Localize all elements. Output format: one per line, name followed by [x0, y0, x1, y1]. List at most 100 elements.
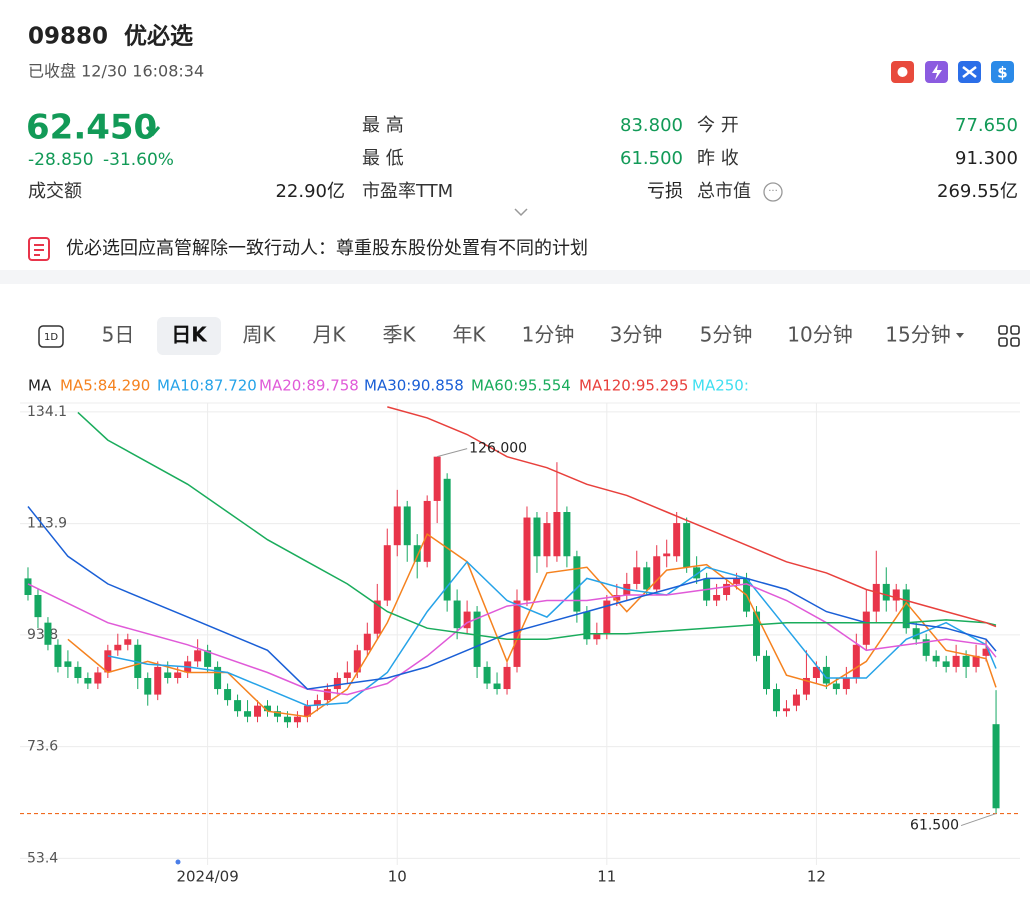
annotation-leader [960, 813, 997, 827]
candle-body [273, 711, 281, 717]
stat-value: 61.500 [620, 148, 683, 169]
candle-body [503, 666, 511, 690]
event-dot[interactable] [175, 859, 181, 865]
market-status: 已收盘 12/30 16:08:34 [28, 62, 204, 81]
y-tick-label: 113.9 [27, 516, 67, 532]
candle-body [323, 689, 331, 701]
candle-body [413, 545, 421, 562]
candle-body [862, 611, 870, 645]
candle-body [792, 694, 800, 706]
period-tab[interactable]: 10分钟 [787, 323, 852, 347]
candle-body [902, 589, 910, 629]
legend-entry: MA10:87.720 [157, 377, 257, 395]
y-tick-label: 73.6 [27, 739, 58, 755]
candle-body [353, 650, 361, 673]
candle-body [573, 556, 581, 612]
candle-body [24, 578, 32, 595]
candle-body [154, 666, 162, 695]
candle-body [463, 611, 471, 629]
candle-body [782, 708, 790, 712]
legend-entry: MA250: [692, 377, 749, 395]
period-tab[interactable]: 3分钟 [610, 323, 663, 347]
candle-body [453, 600, 461, 629]
stat-label: 今 开 [697, 115, 739, 136]
candle-body [683, 523, 691, 568]
period-tab[interactable]: 1分钟 [522, 323, 575, 347]
candle-body [912, 628, 920, 640]
candle-body [373, 600, 381, 634]
candle-body [942, 661, 950, 667]
candle-body [832, 683, 840, 690]
layout-icon[interactable] [998, 325, 1020, 347]
info-icon[interactable]: ··· [763, 182, 783, 202]
candle-body [543, 523, 551, 557]
candle-body [842, 677, 850, 690]
candle-body [194, 650, 202, 662]
candle-body [553, 511, 561, 557]
candle-body [613, 594, 621, 601]
expand-chevron[interactable] [514, 208, 528, 217]
dropdown-caret [956, 333, 964, 338]
market-icons: $ [891, 61, 1014, 83]
candle-body [583, 611, 591, 640]
x-tick-label: 2024/09 [176, 868, 238, 886]
price-change: -28.850 [28, 150, 94, 170]
ma-line [77, 411, 997, 641]
candle-body [663, 553, 671, 557]
candle-body [473, 611, 481, 667]
stat-label: 最 高 [362, 115, 404, 136]
candle-body [633, 567, 641, 584]
ma-line [387, 406, 997, 628]
legend-entry: MA30:90.858 [364, 377, 464, 395]
annotation-label: 61.500 [910, 818, 959, 834]
candle-body [673, 523, 681, 557]
period-tab[interactable]: 月K [312, 323, 346, 347]
candle-body [723, 583, 731, 595]
candle-body [882, 583, 890, 601]
candle-body [333, 677, 341, 690]
stat-label: 成交额 [28, 181, 82, 202]
stat-value: 22.90亿 [275, 181, 345, 202]
period-tab[interactable]: 15分钟 [885, 323, 950, 347]
candle-body [772, 689, 780, 712]
period-tab[interactable]: 年K [452, 323, 486, 347]
candle-body [962, 655, 970, 667]
stat-value: 亏损 [647, 181, 683, 202]
candle-body [293, 716, 301, 723]
candle-body [403, 506, 411, 546]
period-tab[interactable]: 5分钟 [700, 323, 753, 347]
candle-body [343, 672, 351, 678]
period-tab[interactable]: 周K [242, 323, 276, 347]
news-headline[interactable]: 优必选回应高管解除一致行动人：尊重股东股份处置有不同的计划 [66, 238, 588, 259]
candle-body [733, 578, 741, 584]
candle-body [124, 639, 132, 645]
candle-body [54, 644, 62, 667]
candle-body [174, 672, 182, 678]
candle-body [44, 622, 52, 645]
candle-body [992, 724, 1000, 809]
candle-body [303, 705, 311, 717]
svg-text:···: ··· [768, 186, 778, 197]
candle-body [563, 511, 571, 557]
candle-body [363, 633, 371, 651]
candle-body [264, 705, 272, 712]
stock-code: 09880 [28, 24, 108, 50]
y-tick-label: 134.1 [27, 404, 67, 420]
period-tab[interactable]: 季K [382, 323, 416, 347]
period-tab[interactable]: 5日 [102, 323, 135, 347]
period-tab[interactable]: 日K [171, 323, 208, 347]
candle-body [94, 672, 102, 684]
legend-entry: MA20:89.758 [259, 377, 359, 395]
candle-body [393, 506, 401, 546]
candle-body [513, 600, 521, 667]
x-tick-label: 10 [388, 868, 407, 886]
last-price: 62.450 [26, 108, 157, 148]
candle-body [892, 589, 900, 601]
candle-body [433, 456, 441, 501]
candle-body [74, 666, 82, 678]
candle-body [952, 655, 960, 667]
candle-body [224, 689, 232, 701]
candle-body [533, 517, 541, 557]
period-icon[interactable]: 1D [38, 325, 64, 348]
stat-value: 269.55亿 [937, 181, 1018, 202]
